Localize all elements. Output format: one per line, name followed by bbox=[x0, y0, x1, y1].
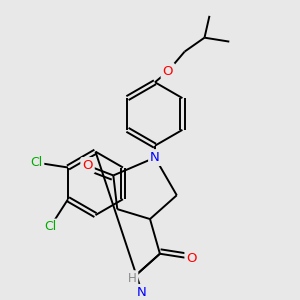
Text: Cl: Cl bbox=[30, 156, 42, 169]
Text: Cl: Cl bbox=[44, 220, 56, 233]
Text: O: O bbox=[82, 159, 93, 172]
Text: N: N bbox=[150, 151, 160, 164]
Text: O: O bbox=[186, 252, 197, 265]
Text: N: N bbox=[137, 286, 147, 299]
Text: O: O bbox=[163, 65, 173, 78]
Text: H: H bbox=[128, 272, 136, 285]
